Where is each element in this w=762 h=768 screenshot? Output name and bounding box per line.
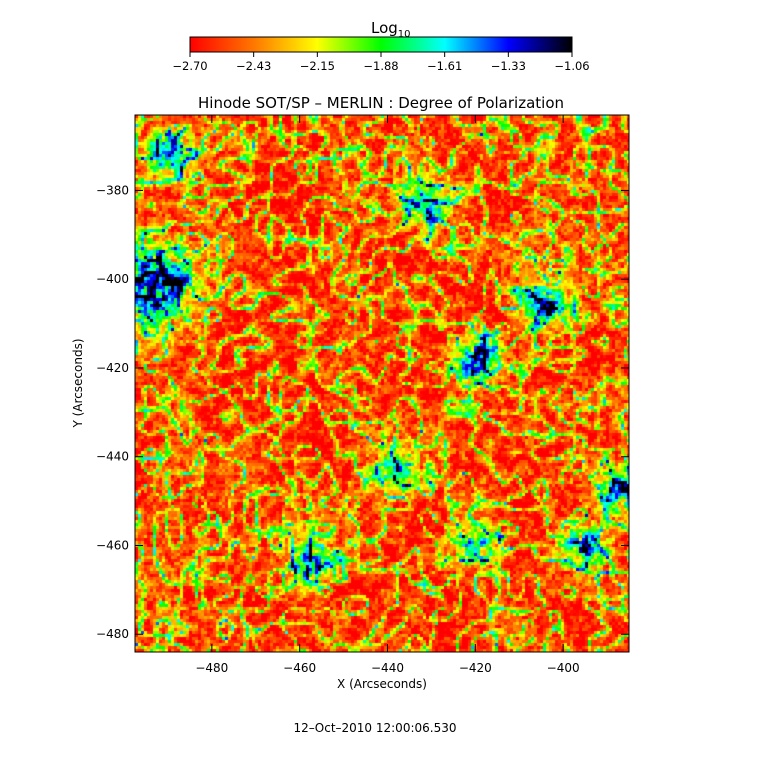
x-tick-label: −400 bbox=[547, 661, 580, 675]
x-tick-label: −420 bbox=[459, 661, 492, 675]
plot-frame bbox=[134, 114, 630, 653]
y-axis-ticks: −380 −400 −420 −440 −460 −480 bbox=[96, 183, 629, 641]
x-axis-label: X (Arcseconds) bbox=[337, 677, 427, 691]
colorbar-tick-label: −2.43 bbox=[236, 59, 271, 73]
colorbar-title: Log10 bbox=[371, 19, 411, 40]
y-tick-label: −460 bbox=[96, 538, 129, 552]
x-tick-label: −480 bbox=[195, 661, 228, 675]
y-tick-label: −400 bbox=[96, 272, 129, 286]
colorbar bbox=[189, 36, 573, 53]
colorbar-tick-label: −1.61 bbox=[427, 59, 462, 73]
x-tick-label: −460 bbox=[283, 661, 316, 675]
colorbar-tick-label: −2.70 bbox=[172, 59, 207, 73]
y-tick-label: −380 bbox=[96, 183, 129, 197]
heatmap-area bbox=[135, 115, 629, 652]
x-axis-ticks: −480 −460 −440 −420 −400 bbox=[195, 115, 580, 675]
y-tick-label: −440 bbox=[96, 450, 129, 464]
colorbar-tick-label: −1.06 bbox=[554, 59, 589, 73]
y-axis-label: Y (Arcseconds) bbox=[71, 338, 85, 428]
chart-title: Hinode SOT/SP – MERLIN : Degree of Polar… bbox=[198, 94, 564, 112]
timestamp: 12–Oct–2010 12:00:06.530 bbox=[294, 721, 457, 735]
colorbar-tick-label: −1.33 bbox=[491, 59, 526, 73]
y-tick-label: −420 bbox=[96, 361, 129, 375]
colorbar-tick-label: −2.15 bbox=[300, 59, 335, 73]
colorbar-tick-label: −1.88 bbox=[363, 59, 398, 73]
heatmap-canvas bbox=[135, 115, 629, 652]
colorbar-ticks: −2.70 −2.43 −2.15 −1.88 −1.61 −1.33 −1.06 bbox=[172, 52, 590, 73]
y-tick-label: −480 bbox=[96, 627, 129, 641]
x-tick-label: −440 bbox=[371, 661, 404, 675]
colorbar-title-subscript: 10 bbox=[398, 29, 411, 40]
